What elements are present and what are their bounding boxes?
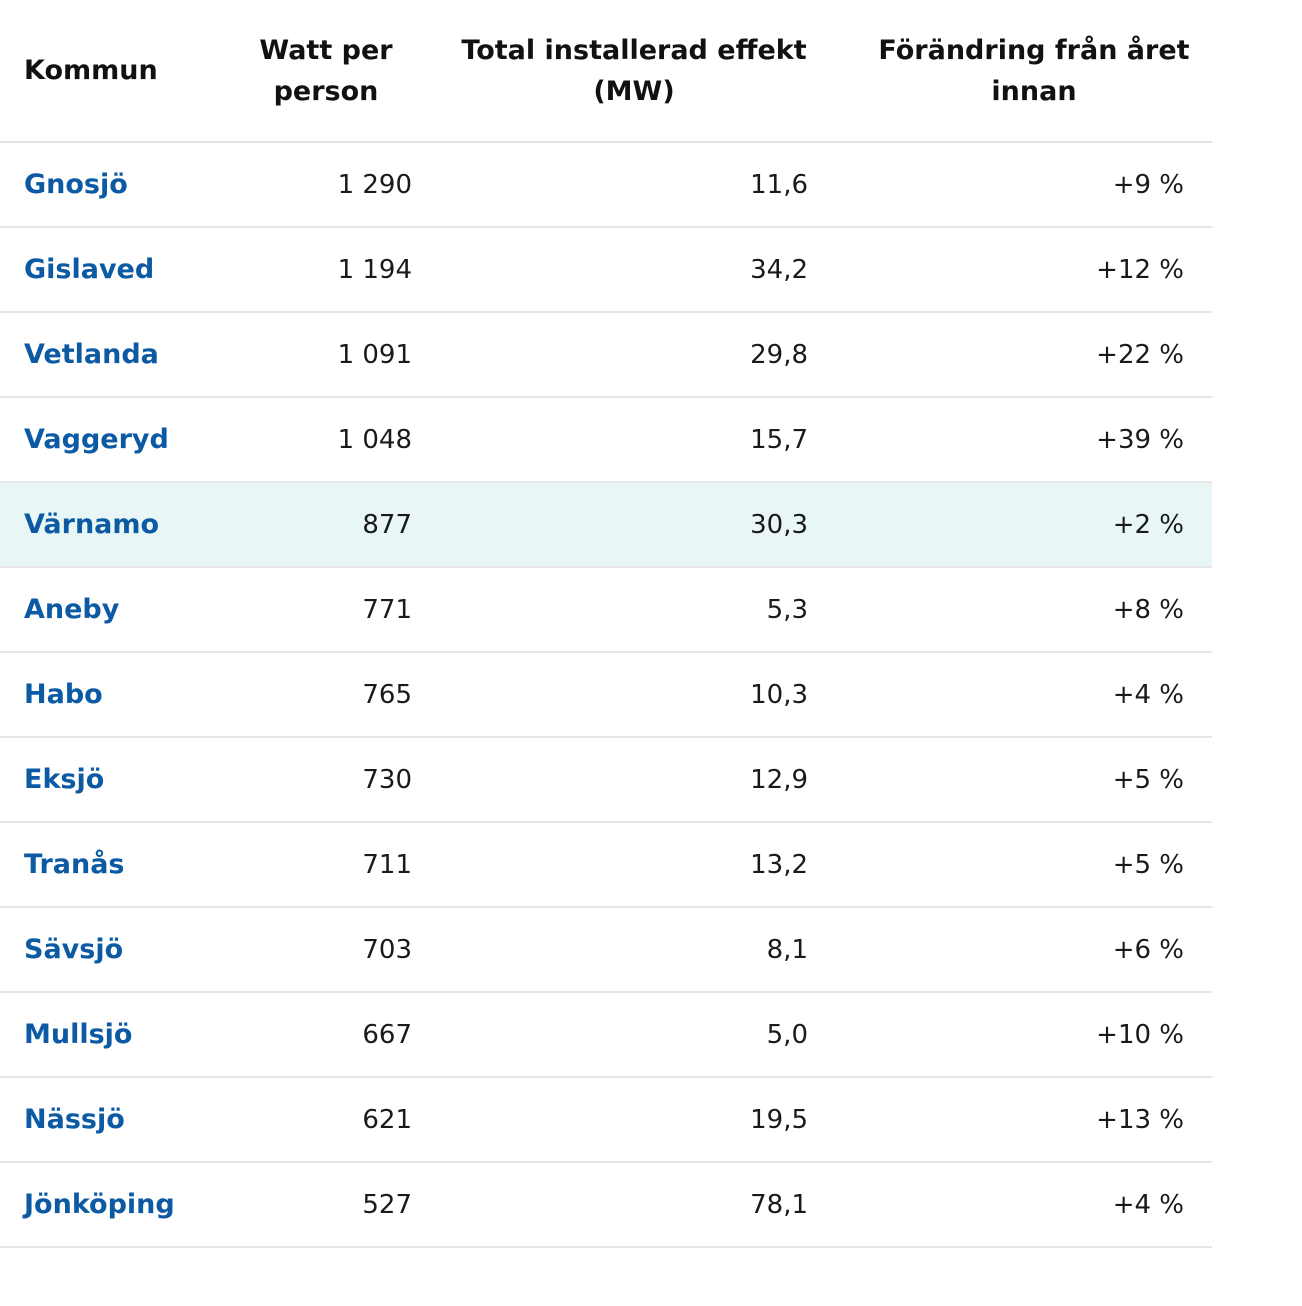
- table-row: Aneby 771 5,3 +8 %: [0, 567, 1212, 653]
- watt-per-person-cell: 771: [190, 567, 428, 653]
- watt-per-person-cell: 1 091: [190, 312, 428, 398]
- total-effect-cell: 29,8: [428, 312, 824, 398]
- kommun-link[interactable]: Vetlanda: [0, 312, 190, 398]
- watt-per-person-cell: 621: [190, 1077, 428, 1163]
- header-row: Kommun Watt per person Total installerad…: [0, 0, 1212, 143]
- change-cell: +39 %: [824, 397, 1212, 483]
- kommun-link[interactable]: Nässjö: [0, 1077, 190, 1163]
- total-effect-cell: 8,1: [428, 907, 824, 993]
- total-effect-cell: 12,9: [428, 737, 824, 823]
- table-row: Habo 765 10,3 +4 %: [0, 652, 1212, 738]
- table-row: Jönköping 527 78,1 +4 %: [0, 1162, 1212, 1248]
- total-effect-cell: 13,2: [428, 822, 824, 908]
- watt-per-person-cell: 711: [190, 822, 428, 908]
- change-cell: +10 %: [824, 992, 1212, 1078]
- table-row: Värnamo 877 30,3 +2 %: [0, 482, 1212, 568]
- watt-per-person-cell: 877: [190, 482, 428, 568]
- watt-per-person-cell: 667: [190, 992, 428, 1078]
- kommun-link[interactable]: Mullsjö: [0, 992, 190, 1078]
- column-header-change-line1: Förändring från året: [878, 34, 1190, 66]
- change-cell: +2 %: [824, 482, 1212, 568]
- total-effect-cell: 11,6: [428, 142, 824, 228]
- change-cell: +9 %: [824, 142, 1212, 228]
- kommun-link[interactable]: Värnamo: [0, 482, 190, 568]
- change-cell: +4 %: [824, 652, 1212, 738]
- watt-per-person-cell: 527: [190, 1162, 428, 1248]
- kommun-link[interactable]: Eksjö: [0, 737, 190, 823]
- column-header-total-effect[interactable]: Total installerad effekt (MW): [428, 0, 824, 143]
- column-header-kommun[interactable]: Kommun: [0, 0, 190, 143]
- kommun-link[interactable]: Habo: [0, 652, 190, 738]
- watt-per-person-cell: 765: [190, 652, 428, 738]
- column-header-watt-line1: Watt per: [259, 34, 393, 66]
- table-row: Eksjö 730 12,9 +5 %: [0, 737, 1212, 823]
- kommun-link[interactable]: Jönköping: [0, 1162, 190, 1248]
- column-header-total-line2: (MW): [593, 75, 675, 107]
- kommun-link[interactable]: Vaggeryd: [0, 397, 190, 483]
- table-row: Vetlanda 1 091 29,8 +22 %: [0, 312, 1212, 398]
- total-effect-cell: 5,3: [428, 567, 824, 653]
- column-header-watt-per-person[interactable]: Watt per person: [190, 0, 428, 143]
- table-row: Tranås 711 13,2 +5 %: [0, 822, 1212, 908]
- table-body: Gnosjö 1 290 11,6 +9 % Gislaved 1 194 34,2 +12 …: [0, 142, 1212, 1248]
- table-row: Gislaved 1 194 34,2 +12 %: [0, 227, 1212, 313]
- kommun-link[interactable]: Aneby: [0, 567, 190, 653]
- change-cell: +22 %: [824, 312, 1212, 398]
- table-header: Kommun Watt per person Total installerad…: [0, 0, 1212, 143]
- column-header-kommun-label: Kommun: [24, 55, 158, 86]
- solar-power-table: Kommun Watt per person Total installerad…: [0, 0, 1212, 1248]
- kommun-link[interactable]: Tranås: [0, 822, 190, 908]
- kommun-link[interactable]: Gislaved: [0, 227, 190, 313]
- table-row: Vaggeryd 1 048 15,7 +39 %: [0, 397, 1212, 483]
- change-cell: +8 %: [824, 567, 1212, 653]
- total-effect-cell: 30,3: [428, 482, 824, 568]
- total-effect-cell: 34,2: [428, 227, 824, 313]
- column-header-change[interactable]: Förändring från året innan: [824, 0, 1212, 143]
- total-effect-cell: 10,3: [428, 652, 824, 738]
- column-header-change-line2: innan: [991, 75, 1077, 107]
- change-cell: +5 %: [824, 822, 1212, 908]
- kommun-link[interactable]: Sävsjö: [0, 907, 190, 993]
- total-effect-cell: 5,0: [428, 992, 824, 1078]
- table-row: Gnosjö 1 290 11,6 +9 %: [0, 142, 1212, 228]
- watt-per-person-cell: 730: [190, 737, 428, 823]
- total-effect-cell: 78,1: [428, 1162, 824, 1248]
- change-cell: +6 %: [824, 907, 1212, 993]
- table-row: Mullsjö 667 5,0 +10 %: [0, 992, 1212, 1078]
- change-cell: +5 %: [824, 737, 1212, 823]
- watt-per-person-cell: 703: [190, 907, 428, 993]
- watt-per-person-cell: 1 290: [190, 142, 428, 228]
- watt-per-person-cell: 1 194: [190, 227, 428, 313]
- kommun-link[interactable]: Gnosjö: [0, 142, 190, 228]
- change-cell: +4 %: [824, 1162, 1212, 1248]
- table-row: Sävsjö 703 8,1 +6 %: [0, 907, 1212, 993]
- watt-per-person-cell: 1 048: [190, 397, 428, 483]
- change-cell: +12 %: [824, 227, 1212, 313]
- column-header-watt-line2: person: [273, 75, 379, 107]
- column-header-total-line1: Total installerad effekt: [461, 34, 807, 66]
- table-row: Nässjö 621 19,5 +13 %: [0, 1077, 1212, 1163]
- change-cell: +13 %: [824, 1077, 1212, 1163]
- total-effect-cell: 19,5: [428, 1077, 824, 1163]
- table-container: Kommun Watt per person Total installerad…: [0, 0, 1212, 1248]
- total-effect-cell: 15,7: [428, 397, 824, 483]
